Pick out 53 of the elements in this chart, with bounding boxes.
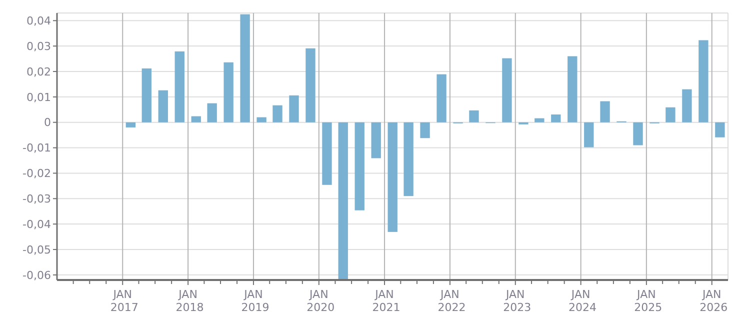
x-tick-label: JAN 2022: [434, 288, 466, 313]
x-tick-label: JAN 2019: [238, 288, 270, 313]
bar: [272, 105, 282, 122]
bar: [568, 56, 578, 122]
bar: [600, 101, 610, 122]
bar: [142, 68, 152, 122]
bar: [551, 114, 561, 122]
y-tick-label: -0,01: [22, 142, 51, 155]
y-tick-label: -0,06: [22, 268, 51, 282]
bar: [126, 122, 136, 128]
y-tick-label: 0: [44, 116, 51, 130]
y-tick-label: 0,04: [26, 14, 51, 28]
bar: [224, 62, 234, 122]
bar: [534, 118, 544, 122]
bar: [306, 48, 316, 122]
y-tick-label: 0,02: [26, 65, 51, 78]
bar: [698, 40, 708, 122]
x-tick-label: JAN 2017: [106, 288, 138, 313]
bar: [502, 58, 512, 122]
bar: [256, 117, 266, 122]
bar: [666, 107, 676, 122]
bar: [371, 122, 381, 158]
bar: [633, 122, 643, 146]
bar: [191, 116, 201, 122]
y-tick-label: 0,01: [26, 90, 51, 104]
x-tick-label: JAN 2020: [303, 288, 335, 313]
x-tick-label: JAN 2025: [630, 288, 662, 313]
bar: [289, 95, 299, 122]
bar: [436, 74, 446, 122]
x-tick-label: JAN 2021: [368, 288, 400, 313]
x-tick-label: JAN 2024: [565, 288, 597, 313]
bar: [682, 89, 692, 122]
bar: [404, 122, 414, 196]
bar: [388, 122, 398, 232]
bar: [338, 122, 348, 280]
bar: [207, 103, 217, 122]
bar: [158, 90, 168, 122]
y-tick-label: -0,03: [22, 192, 51, 206]
y-tick-label: -0,02: [22, 167, 51, 180]
bar: [240, 14, 250, 122]
x-tick-label: JAN 2026: [696, 288, 728, 313]
bar: [354, 122, 364, 210]
y-tick-label: 0,03: [26, 40, 51, 53]
bar: [469, 110, 479, 122]
x-tick-label: JAN 2018: [172, 288, 204, 313]
x-tick-label: JAN 2023: [500, 288, 532, 313]
bar: [420, 122, 430, 138]
bar: [322, 122, 332, 185]
bar: [584, 122, 594, 148]
bar: [715, 122, 725, 138]
bar: [174, 51, 184, 122]
y-tick-label: -0,04: [22, 218, 51, 231]
y-tick-label: -0,05: [22, 243, 51, 256]
